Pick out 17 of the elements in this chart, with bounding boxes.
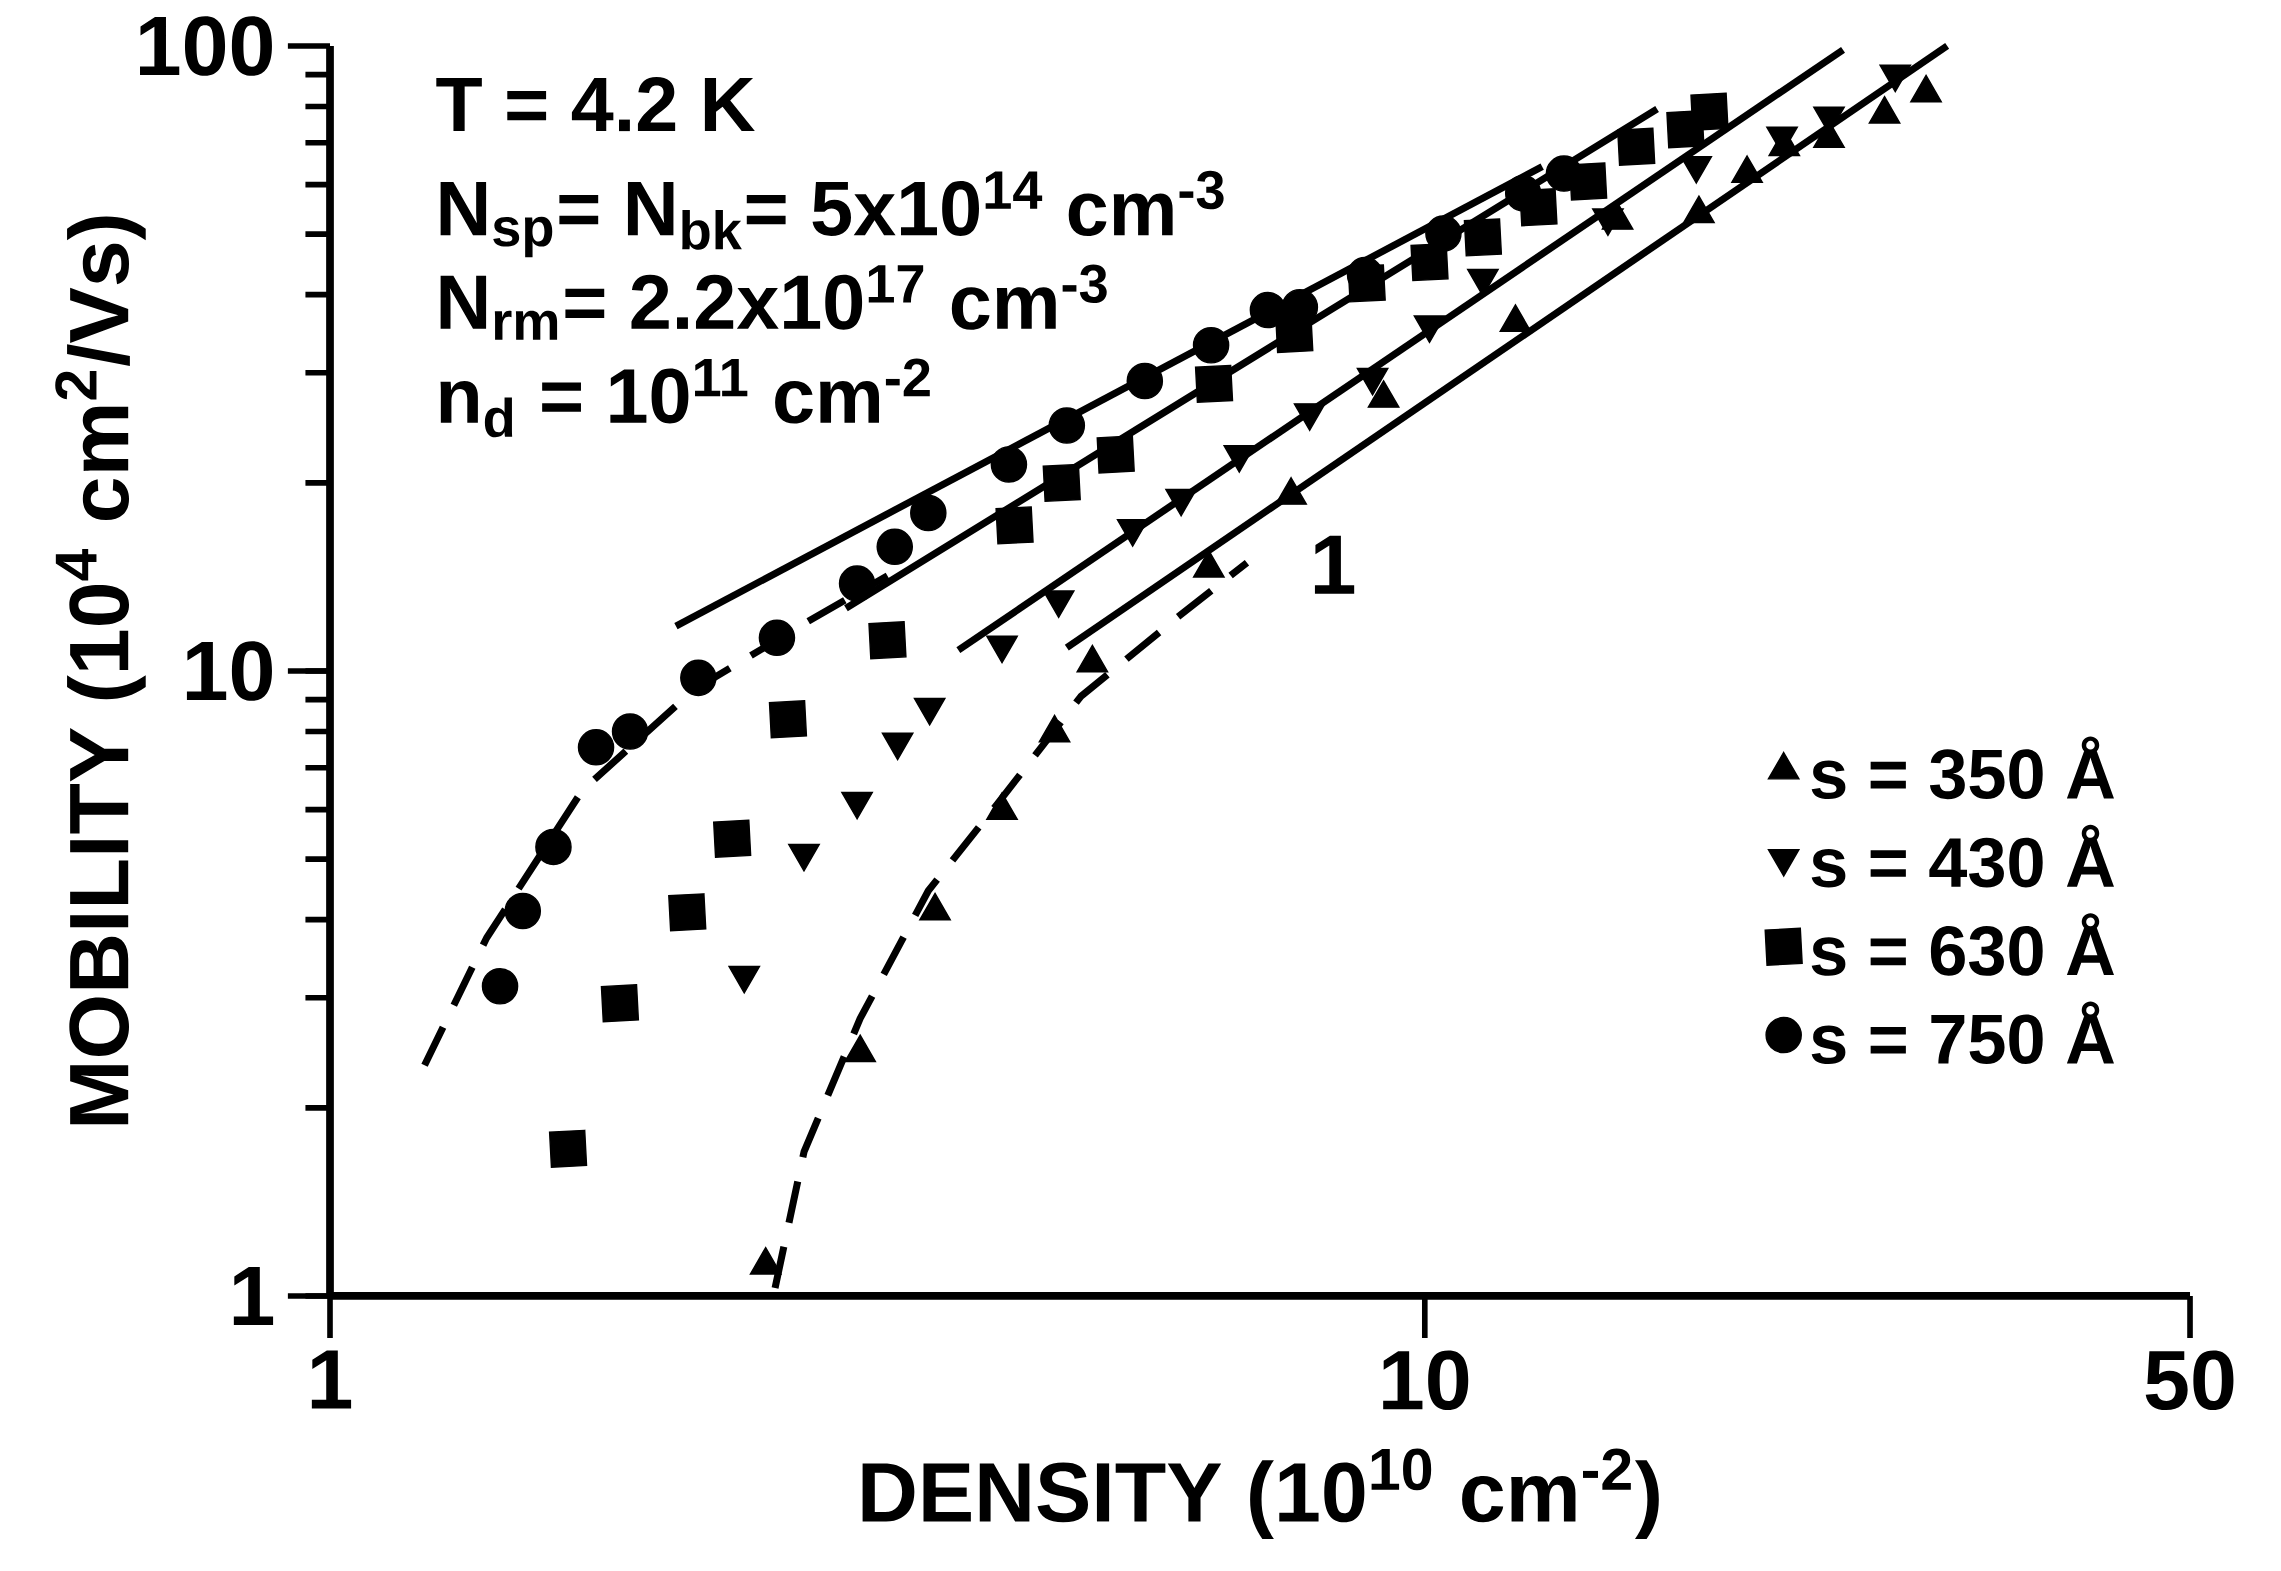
y-tick-label: 10: [186, 641, 272, 701]
y-tick-label: 1: [233, 1266, 274, 1325]
legend-label: s = 350 Å: [1811, 736, 2114, 800]
annotation: N$_{sp}$= N$_{bk}$= 5x10$^{14}$ cm$^{-3}$: [440, 170, 1224, 258]
annotation: T = 4.2 K: [436, 77, 755, 132]
x-tick-label: 10: [1383, 1350, 1469, 1411]
x-axis-title: DENSITY (10$^{10}$ cm$^{-2}$): [862, 1448, 1659, 1539]
x-tick-label: 50: [2145, 1350, 2234, 1411]
legend-label: s = 750 Å: [1811, 1001, 2114, 1065]
annotation: n$_{d}$ = 10$^{11}$ cm$^{-2}$: [440, 358, 930, 438]
y-tick-label: 100: [140, 16, 272, 76]
annotation: 1: [1314, 535, 1355, 594]
legend-label: s = 430 Å: [1811, 824, 2114, 888]
x-tick-label: 1: [311, 1350, 352, 1409]
y-axis-title: MOBILITY (10$^{4}$ cm$^{2}$/Vs): [55, 216, 146, 1125]
annotation: N$_{rm}$= 2.2x10$^{17}$ cm$^{-3}$: [440, 264, 1107, 340]
legend-label: s = 630 Å: [1811, 913, 2114, 976]
